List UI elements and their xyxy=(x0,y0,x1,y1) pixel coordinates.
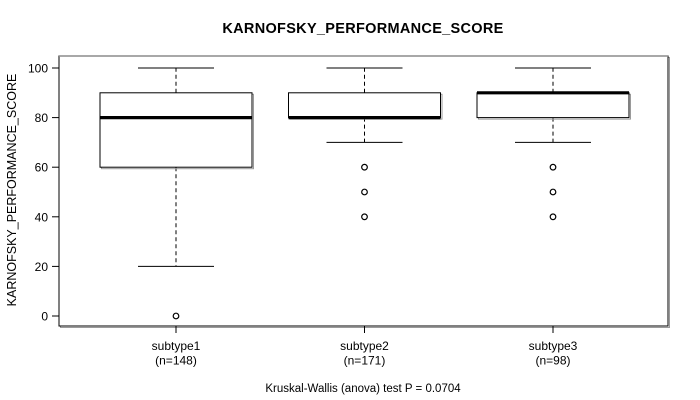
stat-test-annotation: Kruskal-Wallis (anova) test P = 0.0704 xyxy=(265,383,461,395)
y-tick-label: 20 xyxy=(35,260,49,274)
x-category-sublabel: (n=98) xyxy=(535,354,570,368)
plot-area: 0 20 40 60 80 100 subtype1(n=148) subtype2(n=17… xyxy=(28,55,670,368)
y-tick-label: 100 xyxy=(28,62,48,76)
outlier-point xyxy=(549,163,557,171)
y-tick-label: 80 xyxy=(35,111,49,125)
iqr-box xyxy=(288,92,441,119)
outlier-point xyxy=(549,213,557,221)
outlier-point xyxy=(172,312,180,320)
iqr-box xyxy=(476,92,630,119)
iqr-box xyxy=(99,92,253,168)
y-axis-label: KARNOFSKY_PERFORMANCE_SCORE xyxy=(5,74,19,307)
y-tick-label: 0 xyxy=(41,310,48,324)
x-category-sublabel: (n=148) xyxy=(155,354,197,368)
outlier-point xyxy=(361,213,368,221)
x-category-sublabel: (n=171) xyxy=(344,354,386,368)
y-tick-label: 40 xyxy=(35,210,49,224)
chart-title: KARNOFSKY_PERFORMANCE_SCORE xyxy=(222,21,503,37)
x-category-label: subtype1 xyxy=(152,339,201,353)
outlier-point xyxy=(549,188,557,196)
x-category-label: subtype2 xyxy=(340,339,389,353)
x-category-label: subtype3 xyxy=(529,339,578,353)
outlier-point xyxy=(361,188,368,196)
y-tick-label: 60 xyxy=(35,161,49,175)
outlier-point xyxy=(361,163,368,171)
